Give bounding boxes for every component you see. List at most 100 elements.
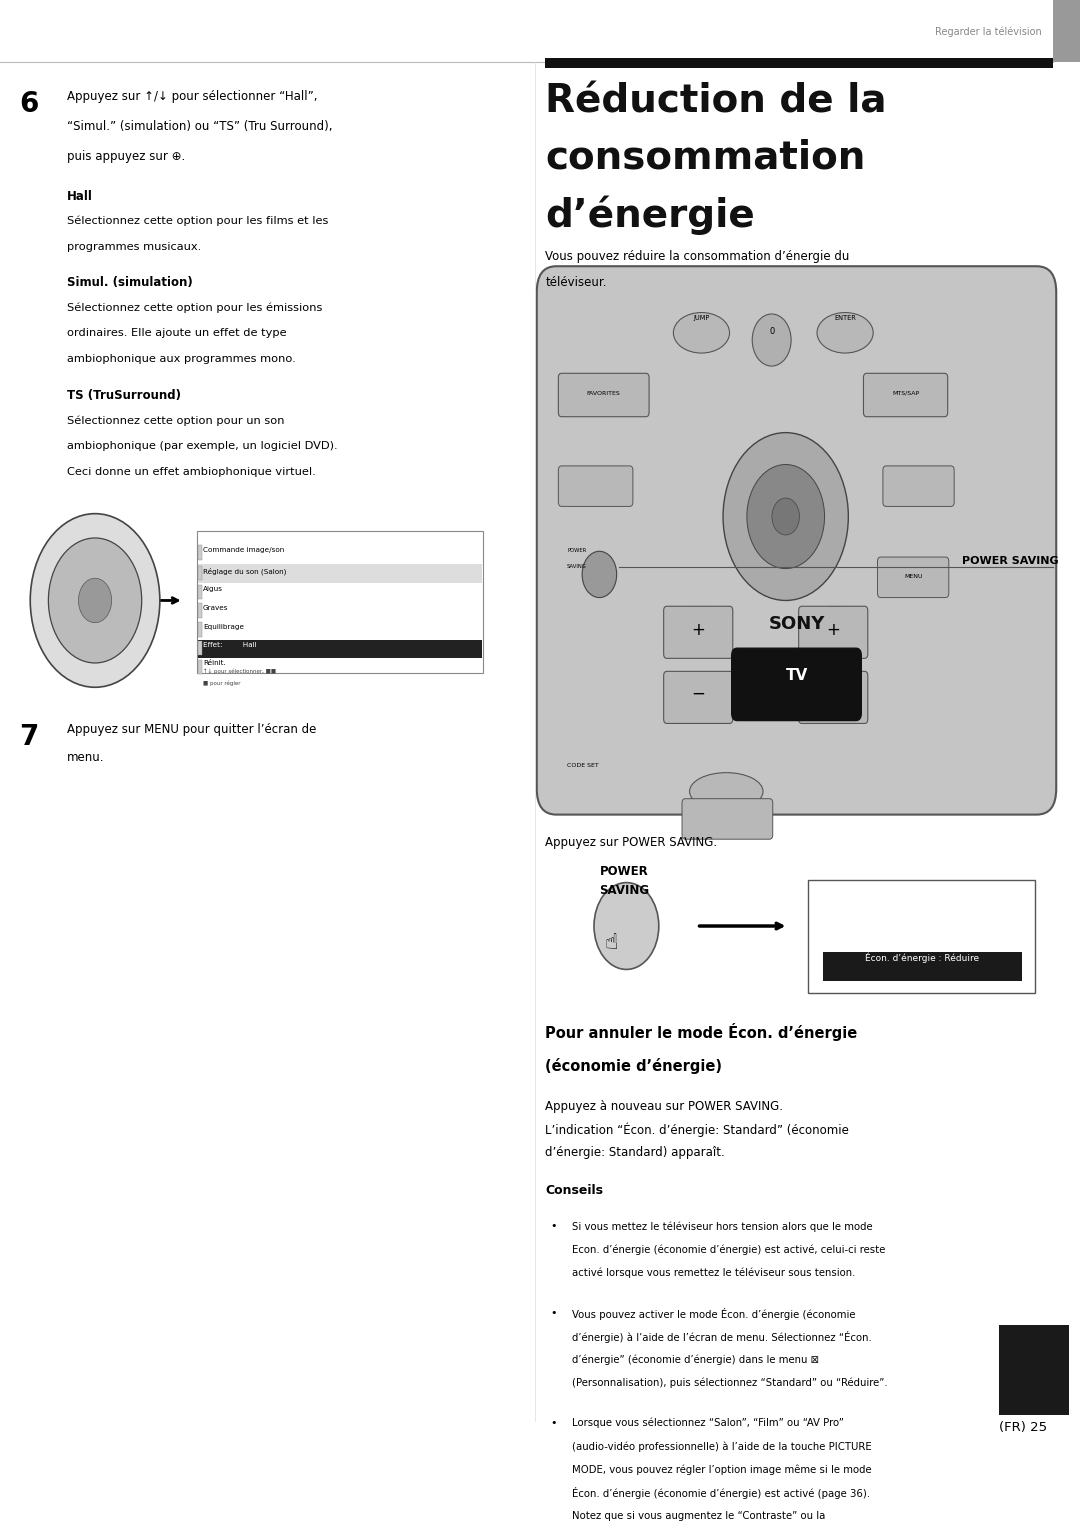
Text: téléviseur.: téléviseur.: [545, 277, 607, 289]
Text: SAVING: SAVING: [567, 564, 586, 570]
FancyBboxPatch shape: [663, 607, 733, 659]
Bar: [198, 565, 202, 581]
FancyBboxPatch shape: [537, 266, 1056, 814]
Text: ☝: ☝: [605, 934, 618, 953]
Text: Réglage du son (Salon): Réglage du son (Salon): [203, 567, 286, 575]
Text: −: −: [691, 685, 705, 703]
Circle shape: [772, 498, 799, 535]
Text: ENTER: ENTER: [834, 315, 856, 321]
Text: FR: FR: [1020, 1340, 1048, 1358]
Text: d’énergie) à l’aide de l’écran de menu. Sélectionnez “Écon.: d’énergie) à l’aide de l’écran de menu. …: [572, 1331, 873, 1343]
Circle shape: [49, 538, 141, 663]
Bar: [808, 880, 1035, 993]
Text: Commande image/son: Commande image/son: [203, 547, 284, 553]
Bar: [197, 532, 483, 672]
Text: Sélectionnez cette option pour les émissions: Sélectionnez cette option pour les émiss…: [67, 303, 322, 313]
Text: L’indication “Écon. d’énergie: Standard” (économie: L’indication “Écon. d’énergie: Standard”…: [545, 1123, 849, 1137]
Text: d’énergie: Standard) apparaît.: d’énergie: Standard) apparaît.: [545, 1146, 725, 1158]
Text: Pour annuler le mode Écon. d’énergie: Pour annuler le mode Écon. d’énergie: [545, 1022, 858, 1041]
Text: Regarder la télévision: Regarder la télévision: [935, 26, 1042, 37]
Bar: [999, 1325, 1069, 1415]
Text: Appuyez à nouveau sur POWER SAVING.: Appuyez à nouveau sur POWER SAVING.: [545, 1100, 783, 1112]
Bar: [198, 622, 202, 637]
FancyBboxPatch shape: [732, 648, 862, 721]
Text: activé lorsque vous remettez le téléviseur sous tension.: activé lorsque vous remettez le télévise…: [572, 1268, 855, 1277]
Text: Si vous mettez le téléviseur hors tension alors que le mode: Si vous mettez le téléviseur hors tensio…: [572, 1221, 873, 1232]
Bar: [1053, 0, 1080, 63]
Text: d’énergie: d’énergie: [545, 196, 755, 235]
Text: MENU: MENU: [904, 575, 922, 579]
Text: Hall: Hall: [67, 189, 93, 203]
Text: ordinaires. Elle ajoute un effet de type: ordinaires. Elle ajoute un effet de type: [67, 329, 286, 338]
Bar: [198, 545, 202, 559]
Ellipse shape: [818, 313, 874, 353]
Bar: [198, 564, 482, 584]
Text: puis appuyez sur ⊕.: puis appuyez sur ⊕.: [67, 150, 185, 163]
FancyBboxPatch shape: [883, 466, 955, 506]
Circle shape: [752, 313, 792, 367]
Bar: [198, 544, 482, 562]
Text: Simul. (simulation): Simul. (simulation): [67, 277, 192, 289]
Circle shape: [79, 578, 111, 623]
Text: +: +: [691, 620, 705, 639]
Text: ■ pour régler: ■ pour régler: [203, 680, 241, 686]
Text: Conseils: Conseils: [545, 1184, 604, 1196]
Text: “Simul.” (simulation) ou “TS” (Tru Surround),: “Simul.” (simulation) ou “TS” (Tru Surro…: [67, 121, 333, 133]
Circle shape: [747, 465, 824, 568]
Text: POWER: POWER: [567, 549, 586, 553]
Text: Réduction de la: Réduction de la: [545, 83, 887, 121]
Text: •: •: [551, 1221, 557, 1232]
Text: FAVORITES: FAVORITES: [586, 391, 621, 396]
Text: GUIDE: GUIDE: [894, 474, 914, 478]
Text: (FR) 25: (FR) 25: [999, 1421, 1048, 1433]
Text: Sélectionnez cette option pour un son: Sélectionnez cette option pour un son: [67, 416, 284, 426]
Text: Appuyez sur POWER SAVING.: Appuyez sur POWER SAVING.: [545, 836, 717, 850]
Text: Effet:         Hall: Effet: Hall: [203, 642, 257, 648]
Text: Écon. d’énergie (économie d’énergie) est activé (page 36).: Écon. d’énergie (économie d’énergie) est…: [572, 1487, 870, 1499]
Text: TV/SAT: TV/SAT: [567, 474, 589, 478]
Text: −: −: [826, 685, 840, 703]
Text: MTS/SAP: MTS/SAP: [892, 391, 919, 396]
Text: Aigus: Aigus: [203, 587, 224, 591]
Text: Graves: Graves: [203, 605, 229, 611]
Text: Equilibrage: Equilibrage: [203, 623, 244, 630]
Text: consommation: consommation: [545, 139, 866, 177]
Text: Appuyez sur MENU pour quitter l’écran de: Appuyez sur MENU pour quitter l’écran de: [67, 723, 316, 736]
FancyBboxPatch shape: [558, 373, 649, 417]
Text: POWER: POWER: [599, 865, 648, 879]
Circle shape: [724, 432, 849, 601]
Text: 7: 7: [19, 723, 39, 752]
Bar: [823, 952, 1022, 981]
Text: •: •: [551, 1418, 557, 1429]
Bar: [198, 640, 202, 656]
Text: d’énergie” (économie d’énergie) dans le menu ⊠: d’énergie” (économie d’énergie) dans le …: [572, 1354, 820, 1365]
Text: CH: CH: [827, 607, 841, 616]
Text: (audio-vidéo professionnelle) à l’aide de la touche PICTURE: (audio-vidéo professionnelle) à l’aide d…: [572, 1441, 873, 1452]
Text: Vous pouvez activer le mode Écon. d’énergie (économie: Vous pouvez activer le mode Écon. d’éner…: [572, 1308, 855, 1320]
FancyBboxPatch shape: [799, 607, 868, 659]
Text: Econ. d’énergie (économie d’énergie) est activé, celui-ci reste: Econ. d’énergie (économie d’énergie) est…: [572, 1244, 886, 1254]
FancyBboxPatch shape: [663, 671, 733, 723]
Text: CODE SET: CODE SET: [567, 762, 598, 767]
FancyBboxPatch shape: [558, 466, 633, 506]
Text: Vous pouvez réduire la consommation d’énergie du: Vous pouvez réduire la consommation d’én…: [545, 251, 850, 263]
Text: (Personnalisation), puis sélectionnez “Standard” ou “Réduire”.: (Personnalisation), puis sélectionnez “S…: [572, 1377, 888, 1387]
Text: Notez que si vous augmentez le “Contraste” ou la: Notez que si vous augmentez le “Contrast…: [572, 1511, 826, 1520]
Ellipse shape: [674, 313, 730, 353]
Circle shape: [582, 552, 617, 597]
Bar: [198, 660, 202, 674]
Text: 6: 6: [19, 90, 39, 118]
Text: SAVING: SAVING: [599, 885, 649, 897]
Text: VOL: VOL: [694, 607, 715, 616]
Text: Réinit.: Réinit.: [203, 660, 226, 666]
Text: Écon. d’énergie : Réduire: Écon. d’énergie : Réduire: [865, 952, 980, 963]
FancyBboxPatch shape: [877, 558, 949, 597]
Circle shape: [594, 883, 659, 969]
Text: Appuyez sur ↑/↓ pour sélectionner “Hall”,: Appuyez sur ↑/↓ pour sélectionner “Hall”…: [67, 90, 318, 102]
Text: Lorsque vous sélectionnez “Salon”, “Film” ou “AV Pro”: Lorsque vous sélectionnez “Salon”, “Film…: [572, 1418, 845, 1429]
Text: (économie d’énergie): (économie d’énergie): [545, 1057, 723, 1074]
Text: •: •: [551, 1308, 557, 1319]
Text: programmes musicaux.: programmes musicaux.: [67, 241, 201, 252]
Bar: [198, 604, 202, 617]
Text: MODE, vous pouvez régler l’option image même si le mode: MODE, vous pouvez régler l’option image …: [572, 1464, 872, 1475]
